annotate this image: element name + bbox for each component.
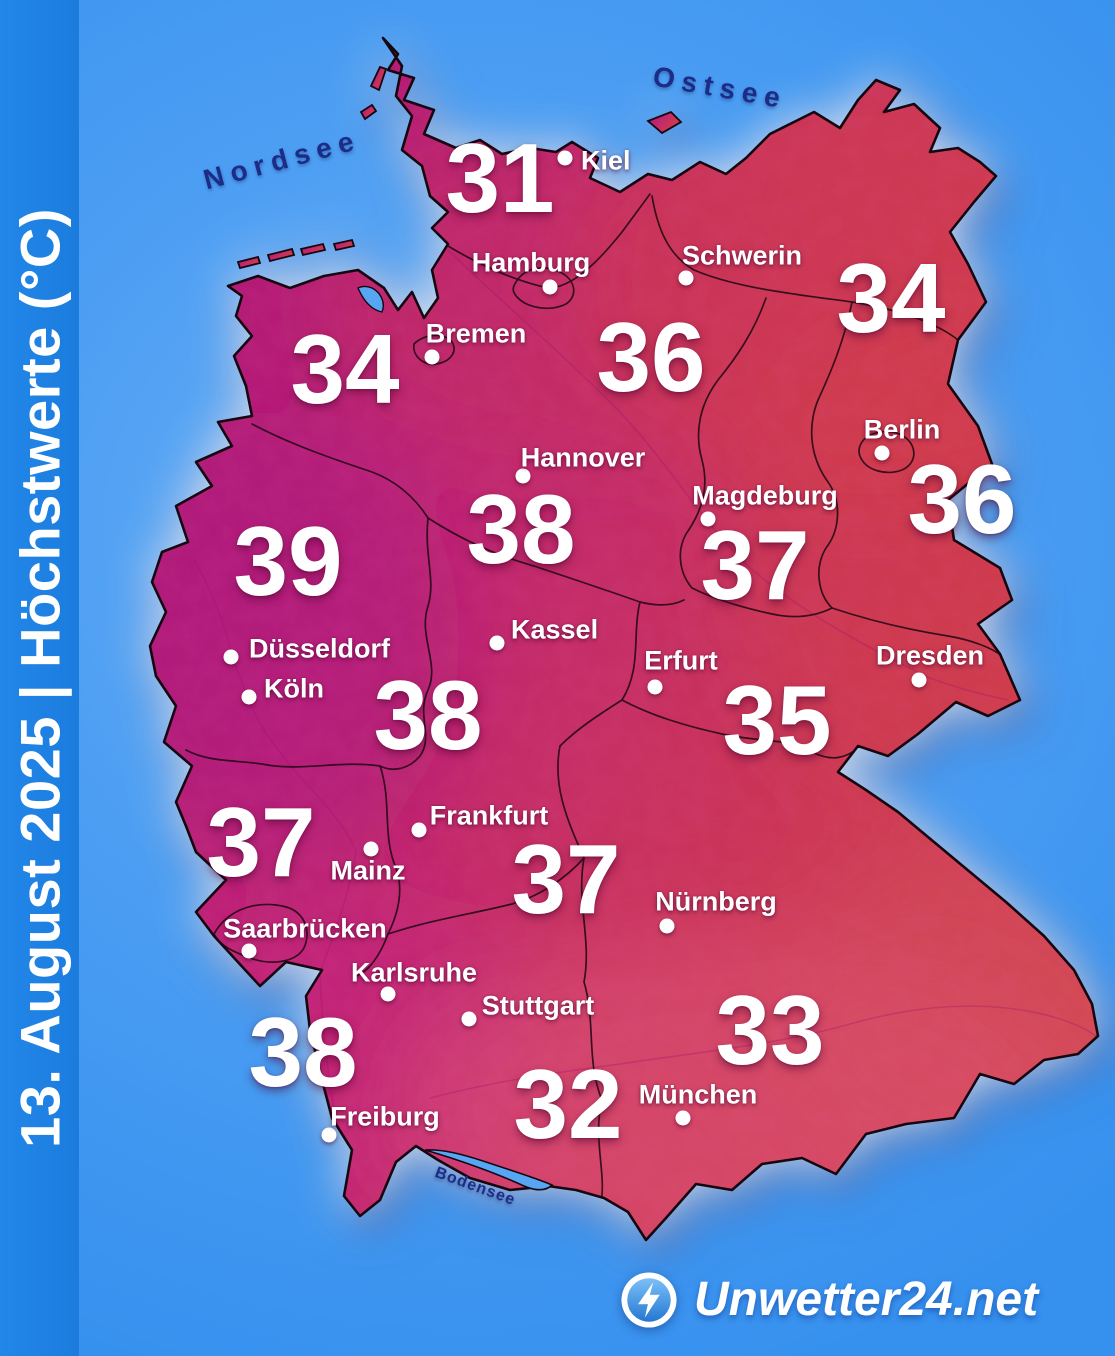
- temperature-value: 38: [373, 660, 483, 770]
- city-label: Hannover: [520, 442, 646, 473]
- islands: [236, 65, 683, 270]
- temperature-value: 32: [513, 1049, 623, 1159]
- sea-label: Bodensee: [432, 1164, 518, 1209]
- temperature-value: 37: [700, 510, 810, 620]
- sidebar-title: 13. August 2025 | Höchstwerte (°C): [8, 208, 71, 1148]
- city-dot: [700, 511, 716, 527]
- city-dot: [363, 841, 379, 857]
- city-dot: [461, 1011, 477, 1027]
- temperature-value: 38: [248, 997, 358, 1107]
- city-label: Nürnberg: [655, 886, 777, 917]
- city-label: Hamburg: [471, 247, 591, 278]
- city-label: Magdeburg: [692, 480, 838, 511]
- lightning-bolt-icon: [638, 1282, 660, 1318]
- city-dot: [675, 1110, 691, 1126]
- bodensee-lake: [357, 285, 554, 1191]
- city-label: Kassel: [511, 614, 599, 645]
- city-label: Köln: [264, 673, 324, 704]
- city-dot: [542, 279, 558, 295]
- city-label: Düsseldorf: [249, 633, 391, 664]
- city-dot: [911, 672, 927, 688]
- brand-logo-icon: [621, 1272, 677, 1328]
- city-dot: [659, 918, 675, 934]
- temperature-value: 37: [206, 787, 316, 897]
- city-label: Freiburg: [330, 1101, 440, 1132]
- city-label: Karlsruhe: [350, 957, 478, 988]
- city-dot: [241, 689, 257, 705]
- city-dot: [874, 445, 890, 461]
- temperature-value: 36: [907, 444, 1017, 554]
- city-dot: [241, 943, 257, 959]
- sea-label: Nordsee: [200, 123, 364, 196]
- city-label: Stuttgart: [481, 990, 595, 1021]
- temperature-value: 38: [466, 474, 576, 584]
- germany-outline: [148, 36, 1100, 1242]
- city-label: München: [638, 1079, 758, 1110]
- date-sidebar: 13. August 2025 | Höchstwerte (°C): [0, 0, 79, 1356]
- city-dot: [411, 822, 427, 838]
- temperature-value: 39: [233, 506, 343, 616]
- city-dot: [678, 270, 694, 286]
- city-label: Berlin: [863, 414, 941, 445]
- temperature-value: 37: [511, 824, 621, 934]
- city-label: Bremen: [425, 318, 527, 349]
- city-dot: [489, 635, 505, 651]
- city-label: Frankfurt: [429, 800, 549, 831]
- city-dot: [557, 150, 573, 166]
- temperature-value: 31: [445, 123, 555, 233]
- temperature-value: 35: [722, 665, 832, 775]
- city-dot: [647, 679, 663, 695]
- city-label: Kiel: [581, 145, 631, 176]
- river-lines: [193, 249, 1097, 1181]
- temperature-value: 34: [836, 243, 946, 353]
- brand-logo-text: Unwetter24.net: [694, 1273, 1039, 1326]
- state-borders: [185, 193, 1003, 1209]
- city-dot: [424, 349, 440, 365]
- temperature-value: 33: [715, 975, 825, 1085]
- city-label: Dresden: [875, 640, 985, 671]
- city-label: Mainz: [330, 855, 406, 886]
- temperature-value: 36: [596, 302, 706, 412]
- sea-label: Ostsee: [650, 60, 790, 115]
- city-dot: [380, 986, 396, 1002]
- city-label: Schwerin: [681, 240, 803, 271]
- city-dot: [321, 1127, 337, 1143]
- city-label: Saarbrücken: [223, 913, 387, 944]
- temperature-value: 34: [290, 314, 400, 424]
- brand-logo: Unwetter24.net: [620, 1268, 1038, 1332]
- city-label: Erfurt: [644, 645, 718, 676]
- city-dot: [515, 468, 531, 484]
- city-dot: [223, 649, 239, 665]
